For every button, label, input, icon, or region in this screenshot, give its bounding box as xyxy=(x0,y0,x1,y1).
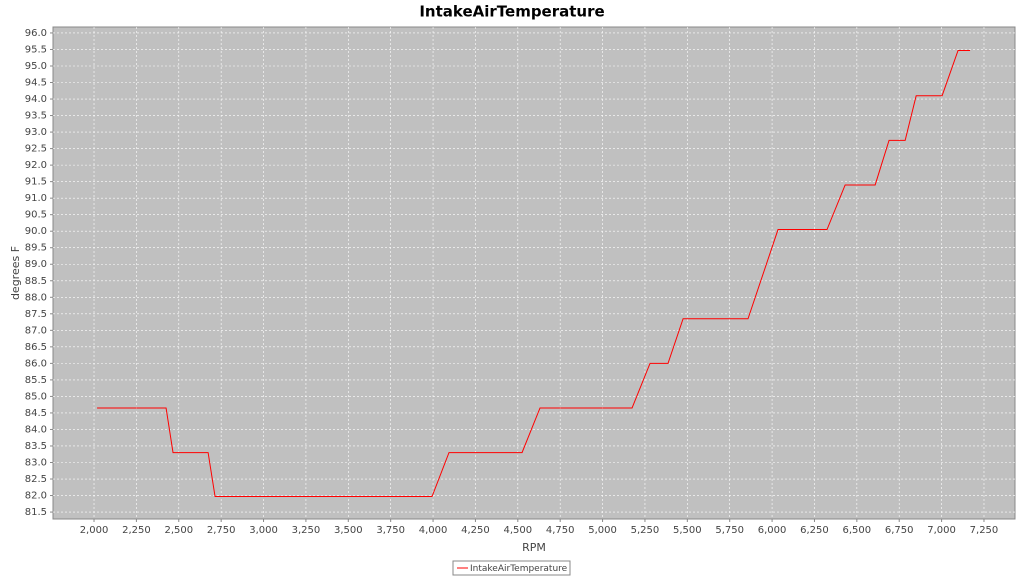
x-tick-label: 5,500 xyxy=(673,525,702,536)
x-tick-label: 5,000 xyxy=(588,525,617,536)
y-tick-label: 92.0 xyxy=(25,160,47,171)
y-tick-label: 91.5 xyxy=(25,177,47,188)
x-tick-label: 3,000 xyxy=(249,525,278,536)
y-tick-label: 89.0 xyxy=(25,259,47,270)
y-tick-label: 94.0 xyxy=(25,94,47,105)
y-tick-label: 81.5 xyxy=(25,507,47,518)
y-tick-label: 82.0 xyxy=(25,491,47,502)
x-tick-label: 5,250 xyxy=(631,525,660,536)
x-tick-label: 6,250 xyxy=(800,525,829,536)
y-tick-label: 86.0 xyxy=(25,358,47,369)
x-tick-label: 2,500 xyxy=(164,525,193,536)
data-line xyxy=(97,49,971,498)
x-tick-label: 4,500 xyxy=(503,525,532,536)
y-tick-label: 91.0 xyxy=(25,193,47,204)
y-tick-label: 95.0 xyxy=(25,61,47,72)
x-tick-label: 7,250 xyxy=(970,525,999,536)
y-tick-label: 87.0 xyxy=(25,325,47,336)
x-tick-label: 3,250 xyxy=(292,525,321,536)
x-tick-label: 2,000 xyxy=(80,525,109,536)
y-tick-label: 83.0 xyxy=(25,457,47,468)
x-axis-label: RPM xyxy=(522,541,546,554)
plot-area xyxy=(52,26,1016,520)
x-tick-label: 3,500 xyxy=(334,525,363,536)
y-tick-label: 92.5 xyxy=(25,144,47,155)
legend-box xyxy=(452,560,571,576)
y-tick-label: 96.0 xyxy=(25,28,47,39)
y-tick-label: 90.5 xyxy=(25,210,47,221)
y-tick-label: 84.0 xyxy=(25,424,47,435)
y-tick-label: 93.0 xyxy=(25,127,47,138)
y-axis-label: degrees F xyxy=(9,246,22,300)
y-tick-label: 88.0 xyxy=(25,292,47,303)
legend-label: IntakeAirTemperature xyxy=(470,564,568,574)
x-tick-label: 6,000 xyxy=(758,525,787,536)
y-tick-label: 84.5 xyxy=(25,408,47,419)
x-tick-label: 3,750 xyxy=(376,525,405,536)
x-tick-label: 6,750 xyxy=(885,525,914,536)
x-tick-label: 6,500 xyxy=(843,525,872,536)
x-tick-label: 2,750 xyxy=(207,525,236,536)
y-tick-label: 85.5 xyxy=(25,375,47,386)
x-tick-label: 4,250 xyxy=(461,525,490,536)
y-tick-label: 90.0 xyxy=(25,226,47,237)
y-tick-label: 93.5 xyxy=(25,111,47,122)
y-tick-label: 86.5 xyxy=(25,342,47,353)
y-tick-label: 95.5 xyxy=(25,44,47,55)
y-tick-label: 83.5 xyxy=(25,441,47,452)
x-tick-label: 2,250 xyxy=(122,525,151,536)
y-tick-label: 88.5 xyxy=(25,276,47,287)
x-tick-label: 4,000 xyxy=(419,525,448,536)
y-tick-label: 89.5 xyxy=(25,243,47,254)
y-tick-label: 82.5 xyxy=(25,474,47,485)
y-tick-label: 87.5 xyxy=(25,309,47,320)
y-tick-label: 94.5 xyxy=(25,78,47,89)
y-tick-label: 85.0 xyxy=(25,391,47,402)
x-tick-label: 7,000 xyxy=(927,525,956,536)
x-tick-label: 4,750 xyxy=(546,525,575,536)
x-tick-label: 5,750 xyxy=(715,525,744,536)
chart-title: IntakeAirTemperature xyxy=(419,3,604,21)
